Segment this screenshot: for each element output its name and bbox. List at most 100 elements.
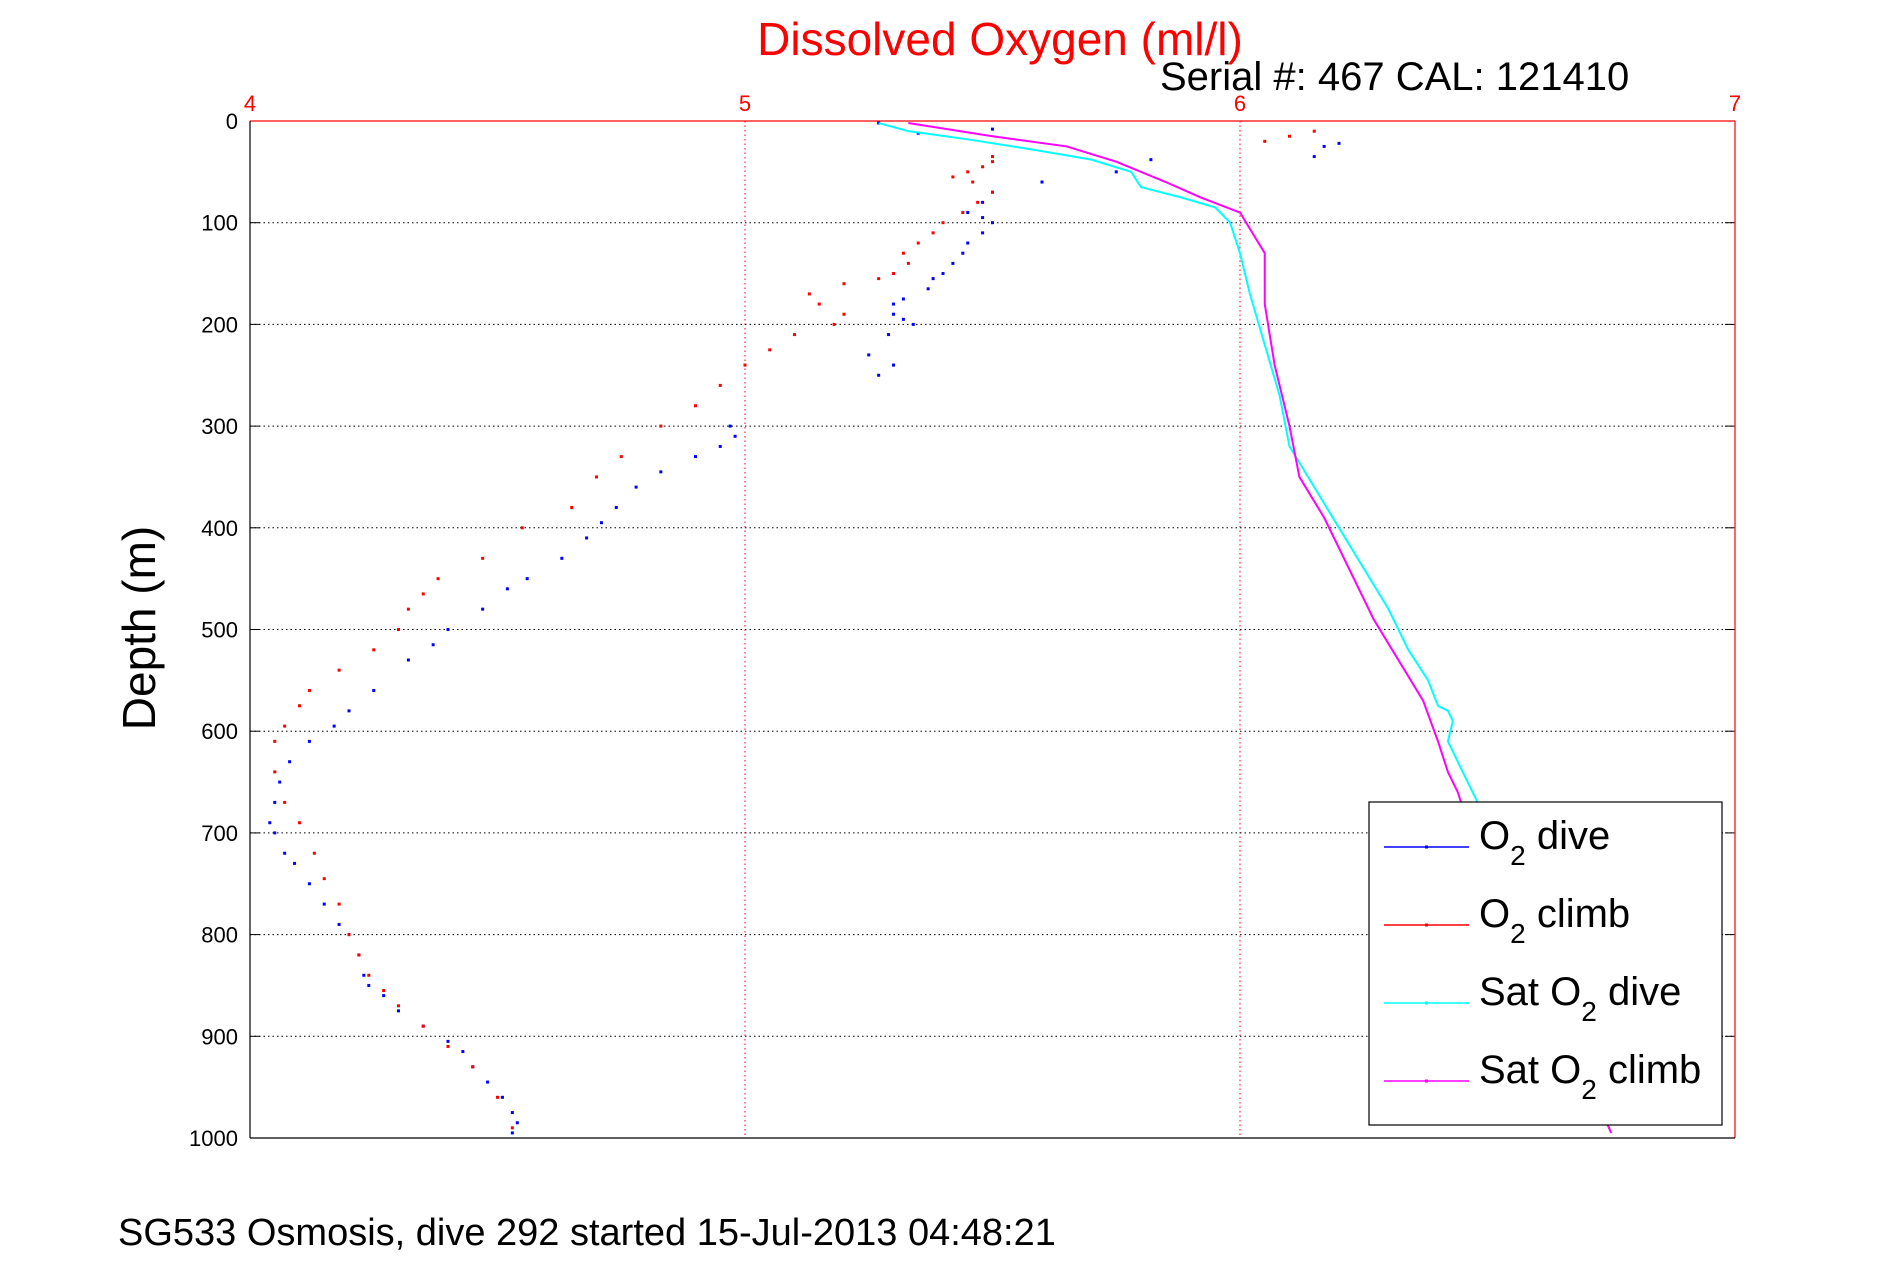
- data-point: [431, 643, 435, 647]
- plot-axes: [249, 120, 1736, 1139]
- data-point: [951, 261, 955, 265]
- data-point: [367, 983, 371, 987]
- data-point: [337, 668, 341, 672]
- data-point: [892, 312, 895, 316]
- data-point: [901, 251, 905, 255]
- data-point: [887, 333, 891, 337]
- data-point: [357, 953, 361, 957]
- x-tick-label: 4: [244, 91, 256, 116]
- data-point: [991, 155, 994, 159]
- data-point: [397, 1009, 400, 1013]
- data-point: [981, 165, 985, 169]
- data-point: [694, 404, 697, 408]
- legend-entry-main: Sat O: [1479, 970, 1581, 1014]
- data-point: [307, 882, 311, 886]
- legend-entry-main: O: [1479, 814, 1510, 858]
- data-point: [867, 353, 871, 357]
- data-point: [966, 211, 970, 215]
- series-1: [273, 129, 1316, 1130]
- legend-marker: [1425, 923, 1428, 927]
- data-point: [1312, 129, 1316, 133]
- data-point: [298, 704, 301, 708]
- data-point: [510, 1126, 514, 1130]
- data-point: [991, 190, 994, 194]
- data-point: [941, 221, 945, 225]
- legend-entry-sub: 2: [1581, 996, 1597, 1027]
- data-point: [268, 821, 272, 825]
- data-point: [1263, 139, 1267, 143]
- data-point: [307, 739, 311, 743]
- data-point: [510, 1131, 514, 1135]
- legend-marker: [1425, 1001, 1428, 1005]
- data-point: [322, 902, 326, 906]
- y-axis-label: Depth (m): [113, 526, 165, 730]
- data-point: [733, 434, 737, 438]
- tick-labels: 4 5 6 7 0 100 200 300 400 500 600 700 800 900 1000: [189, 91, 1741, 1151]
- data-point: [446, 1039, 450, 1043]
- data-point: [436, 577, 440, 581]
- y-tick-label: 600: [201, 719, 238, 744]
- legend-marker: [1425, 1079, 1428, 1083]
- data-point: [981, 216, 985, 220]
- data-point: [1040, 180, 1044, 184]
- data-point: [372, 689, 376, 693]
- data-point: [1312, 155, 1316, 159]
- y-tick-label: 400: [201, 516, 238, 541]
- data-point: [367, 973, 371, 977]
- data-point: [382, 994, 386, 998]
- data-point: [322, 877, 326, 881]
- data-point: [406, 658, 410, 662]
- data-point: [916, 241, 920, 245]
- data-point: [421, 1024, 425, 1028]
- x-tick-label: 6: [1234, 91, 1246, 116]
- data-point: [397, 628, 400, 631]
- y-tick-label: 0: [226, 109, 238, 134]
- data-point: [901, 297, 905, 301]
- data-point: [570, 505, 574, 509]
- data-point: [832, 322, 836, 326]
- data-point: [842, 282, 846, 286]
- y-tick-label: 500: [201, 618, 238, 643]
- legend-entry-sub: 2: [1510, 840, 1526, 871]
- y-tick-label: 800: [201, 923, 238, 948]
- y-tick-label: 300: [201, 414, 238, 439]
- data-point: [362, 973, 366, 977]
- legend-entry-main: O: [1479, 892, 1510, 936]
- x-tick-label: 7: [1729, 91, 1741, 116]
- data-point: [991, 127, 994, 131]
- legend-entry: Sat O2 dive: [1479, 970, 1681, 1027]
- data-point: [793, 333, 796, 337]
- data-point: [951, 175, 955, 179]
- y-tick-label: 200: [201, 312, 238, 337]
- data-point: [585, 536, 589, 540]
- data-point: [961, 251, 965, 255]
- data-point: [283, 724, 287, 728]
- data-point: [941, 272, 945, 276]
- data-point: [481, 607, 485, 611]
- data-point: [743, 363, 747, 367]
- data-point: [931, 277, 935, 281]
- data-point: [892, 272, 895, 276]
- data-point: [515, 1121, 519, 1125]
- data-point: [718, 383, 722, 387]
- data-point: [768, 348, 772, 352]
- data-point: [931, 231, 935, 235]
- data-point: [659, 424, 663, 428]
- series-0: [268, 121, 1341, 1135]
- data-point: [298, 821, 301, 825]
- legend-entry-rest: dive: [1597, 970, 1682, 1014]
- data-point: [510, 1111, 514, 1115]
- data-point: [595, 475, 598, 479]
- legend-entry-rest: climb: [1597, 1048, 1701, 1092]
- data-point: [337, 922, 341, 926]
- data-point: [976, 200, 980, 204]
- data-point: [694, 455, 697, 459]
- data-point: [892, 363, 895, 367]
- data-point: [966, 241, 970, 245]
- legend-entry-rest: climb: [1526, 892, 1630, 936]
- x-tick-label: 5: [739, 91, 751, 116]
- data-point: [728, 424, 732, 428]
- data-point: [500, 1095, 504, 1099]
- data-point: [278, 780, 282, 784]
- data-point: [347, 709, 351, 713]
